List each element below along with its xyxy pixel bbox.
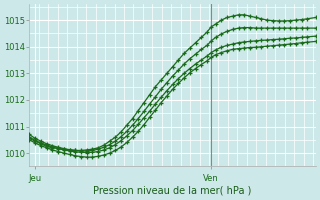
X-axis label: Pression niveau de la mer( hPa ): Pression niveau de la mer( hPa ) [93, 186, 252, 196]
